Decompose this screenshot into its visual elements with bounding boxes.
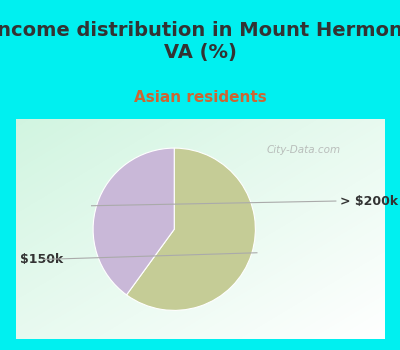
Text: $150k: $150k [20, 253, 63, 266]
Text: Income distribution in Mount Hermon,
VA (%): Income distribution in Mount Hermon, VA … [0, 21, 400, 62]
Wedge shape [93, 148, 174, 295]
Wedge shape [126, 148, 255, 310]
Text: Asian residents: Asian residents [134, 90, 266, 105]
Text: > $200k: > $200k [340, 195, 398, 208]
Text: City-Data.com: City-Data.com [266, 146, 340, 155]
